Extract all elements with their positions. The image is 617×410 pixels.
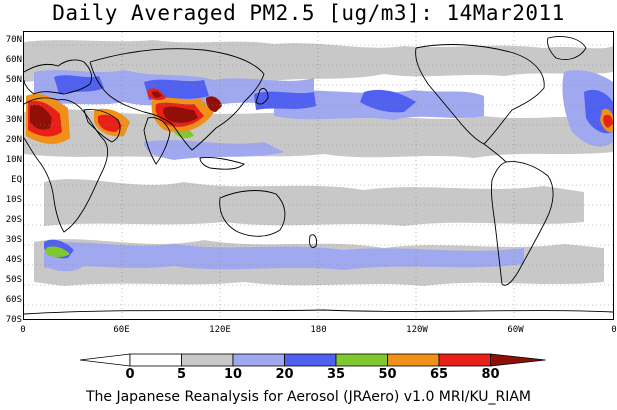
map-title: Daily Averaged PM2.5 [ug/m3]: 14Mar2011 bbox=[52, 1, 565, 25]
latitude-label: 10N bbox=[5, 155, 22, 165]
colorbar-segment bbox=[387, 353, 440, 367]
map-frame bbox=[23, 31, 614, 320]
longitude-label: 0 bbox=[20, 325, 26, 335]
latitude-label: 60N bbox=[5, 55, 22, 65]
colorbar-level-label: 35 bbox=[326, 367, 346, 382]
pm25-map bbox=[24, 32, 613, 319]
longitude-label: 60W bbox=[507, 325, 524, 335]
latitude-label: 40S bbox=[5, 255, 22, 265]
latitude-label: 50S bbox=[5, 275, 22, 285]
colorbar-level-label: 20 bbox=[275, 367, 294, 382]
longitude-label: 180 bbox=[310, 325, 327, 335]
concentration-gt80 bbox=[30, 91, 222, 130]
colorbar-segment bbox=[335, 353, 388, 367]
colorbar-level-label: 80 bbox=[481, 367, 500, 382]
latitude-label: 30S bbox=[5, 235, 22, 245]
colorbar bbox=[79, 353, 546, 367]
latitude-label: 10S bbox=[5, 195, 22, 205]
latitude-label: 60S bbox=[5, 295, 22, 305]
colorbar-segment bbox=[232, 353, 285, 367]
colorbar-segment bbox=[284, 353, 337, 367]
colorbar-level-label: 0 bbox=[125, 367, 135, 382]
colorbar-segment bbox=[438, 353, 491, 367]
footer-credit: The Japanese Reanalysis for Aerosol (JRA… bbox=[85, 389, 532, 405]
concentration-10-20 bbox=[34, 70, 613, 272]
coastlines bbox=[24, 36, 613, 315]
colorbar-over-arrow bbox=[490, 353, 546, 367]
latitude-label: 70S bbox=[5, 315, 22, 325]
colorbar-level-label: 50 bbox=[378, 367, 397, 382]
latitude-label: 20N bbox=[5, 135, 22, 145]
latitude-label: 30N bbox=[5, 115, 22, 125]
colorbar-segment bbox=[129, 353, 182, 367]
latitude-label: 40N bbox=[5, 95, 22, 105]
colorbar-segment bbox=[181, 353, 234, 367]
longitude-label: 120E bbox=[209, 325, 231, 335]
latitude-label: 50N bbox=[5, 75, 22, 85]
latitude-label: EQ bbox=[11, 175, 22, 185]
colorbar-under-arrow bbox=[79, 353, 131, 367]
latitude-label: 20S bbox=[5, 215, 22, 225]
colorbar-level-label: 65 bbox=[429, 367, 449, 382]
colorbar-level-label: 5 bbox=[176, 367, 187, 382]
longitude-label: 0 bbox=[611, 325, 617, 335]
colorbar-level-label: 10 bbox=[223, 367, 243, 382]
longitude-label: 120W bbox=[406, 325, 428, 335]
longitude-label: 60E bbox=[113, 325, 130, 335]
latitude-label: 70N bbox=[5, 35, 22, 45]
